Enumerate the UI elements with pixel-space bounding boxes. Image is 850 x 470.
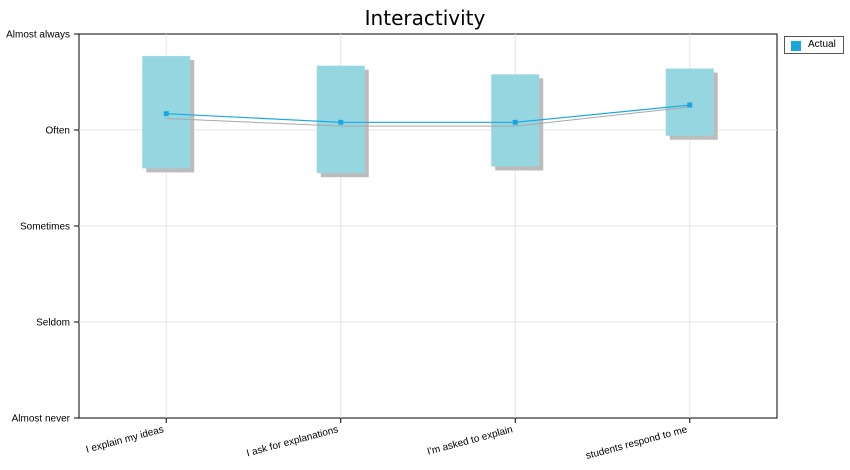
data-point-actual [512, 119, 518, 125]
y-tick-label: Almost always [6, 30, 70, 41]
chart-title: Interactivity [364, 6, 486, 30]
legend: Actual [784, 36, 844, 54]
y-tick-label: Sometimes [20, 222, 70, 233]
x-tick-label: I explain my ideas [85, 424, 165, 455]
data-point-actual [338, 119, 344, 125]
range-box [665, 68, 714, 136]
series-line-actual [166, 104, 690, 123]
x-tick-label: I ask for explanations [245, 424, 339, 459]
data-point-actual [687, 102, 693, 108]
x-tick-label: I'm asked to explain [426, 424, 514, 457]
y-tick-label: Often [46, 126, 70, 137]
data-point-actual [163, 111, 169, 117]
secondary-line [166, 106, 690, 127]
legend-swatch [791, 41, 801, 51]
range-box [316, 65, 365, 174]
x-tick-label: students respond to me [585, 424, 689, 462]
legend-label: Actual [808, 39, 836, 50]
y-tick-label: Almost never [12, 414, 71, 425]
y-tick-label: Seldom [36, 318, 70, 329]
